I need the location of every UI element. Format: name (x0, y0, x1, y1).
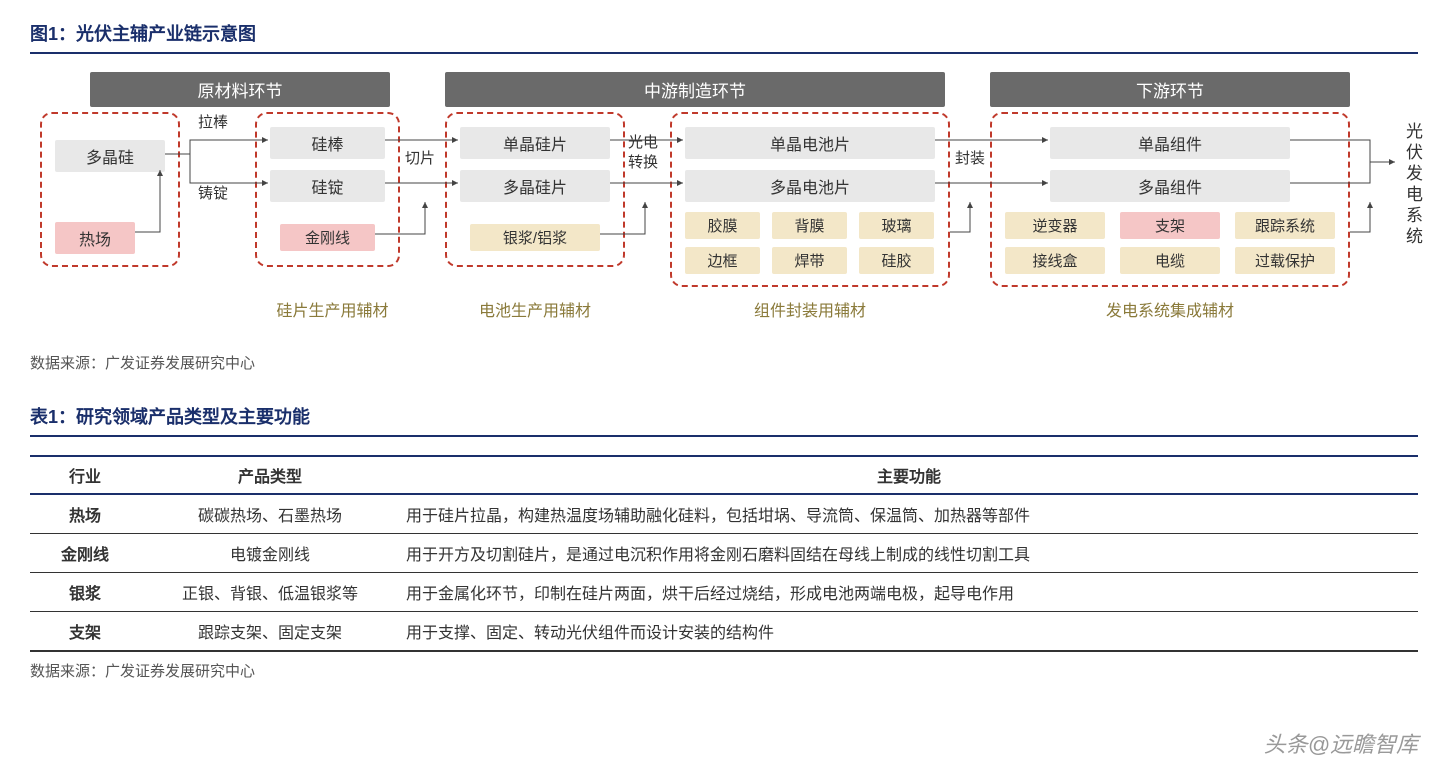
node-danjing-wafer: 单晶硅片 (460, 127, 610, 159)
node-danjing-cell: 单晶电池片 (685, 127, 935, 159)
figure-source: 数据来源：广发证券发展研究中心 (30, 352, 1418, 373)
cell-product: 跟踪支架、固定支架 (140, 612, 400, 652)
label-fengzhuang: 封装 (955, 150, 985, 168)
node-guiding: 硅锭 (270, 170, 385, 202)
watermark: 头条@远瞻智库 (1264, 727, 1418, 759)
th-function: 主要功能 (400, 456, 1418, 494)
aux-handai: 焊带 (772, 247, 847, 274)
source-text: 广发证券发展研究中心 (105, 355, 255, 372)
node-duojing-mod: 多晶组件 (1050, 170, 1290, 202)
aux-jiexianhe: 接线盒 (1005, 247, 1105, 274)
output-text: 光伏发电系统 (1400, 122, 1425, 248)
label-labang: 拉棒 (198, 114, 228, 132)
aux-dianlan: 电缆 (1120, 247, 1220, 274)
aux-jiaomo: 胶膜 (685, 212, 760, 239)
aux-label-2: 电池生产用辅材 (445, 297, 625, 321)
cell-product: 碳碳热场、石墨热场 (140, 494, 400, 534)
table-row: 热场碳碳热场、石墨热场用于硅片拉晶，构建热温度场辅助融化硅料，包括坩埚、导流筒、… (30, 494, 1418, 534)
table-title-text: 研究领域产品类型及主要功能 (76, 407, 310, 427)
aux-nibianqi: 逆变器 (1005, 212, 1105, 239)
label-guangdian: 光电 (628, 134, 658, 152)
table-title: 表1：研究领域产品类型及主要功能 (30, 403, 1418, 437)
aux-boli: 玻璃 (859, 212, 934, 239)
table-row: 金刚线电镀金刚线用于开方及切割硅片，是通过电沉积作用将金刚石磨料固结在母线上制成… (30, 534, 1418, 573)
aux-guijiao: 硅胶 (859, 247, 934, 274)
aux-label-3: 组件封装用辅材 (670, 297, 950, 321)
supply-chain-diagram: 原材料环节 中游制造环节 下游环节 多晶硅 热场 硅棒 硅锭 金刚线 单晶硅片 … (30, 72, 1418, 332)
table-row: 支架跟踪支架、固定支架用于支撑、固定、转动光伏组件而设计安装的结构件 (30, 612, 1418, 652)
cell-industry: 支架 (30, 612, 140, 652)
cell-industry: 金刚线 (30, 534, 140, 573)
aux-guozai: 过载保护 (1235, 247, 1335, 274)
figure-label: 图1： (30, 24, 76, 44)
node-duojing-wafer: 多晶硅片 (460, 170, 610, 202)
cell-function: 用于开方及切割硅片，是通过电沉积作用将金刚石磨料固结在母线上制成的线性切割工具 (400, 534, 1418, 573)
cell-product: 电镀金刚线 (140, 534, 400, 573)
node-danjing-mod: 单晶组件 (1050, 127, 1290, 159)
cell-function: 用于支撑、固定、转动光伏组件而设计安装的结构件 (400, 612, 1418, 652)
aux-beimo: 背膜 (772, 212, 847, 239)
aux-yinjiang: 银浆/铝浆 (470, 224, 600, 251)
label-zhuding: 铸锭 (198, 185, 228, 203)
node-duojing-cell: 多晶电池片 (685, 170, 935, 202)
stage-header-raw: 原材料环节 (90, 72, 390, 107)
aux-biankuang: 边框 (685, 247, 760, 274)
label-qiepian: 切片 (405, 150, 435, 168)
figure-title: 图1：光伏主辅产业链示意图 (30, 20, 1418, 54)
aux-zhijia: 支架 (1120, 212, 1220, 239)
source-label: 数据来源： (30, 355, 105, 372)
th-product: 产品类型 (140, 456, 400, 494)
aux-jingangxian: 金刚线 (280, 224, 375, 251)
table-source-text: 广发证券发展研究中心 (105, 663, 255, 680)
stage-header-mid: 中游制造环节 (445, 72, 945, 107)
node-guibang: 硅棒 (270, 127, 385, 159)
product-function-table: 行业 产品类型 主要功能 热场碳碳热场、石墨热场用于硅片拉晶，构建热温度场辅助融… (30, 455, 1418, 652)
aux-label-4: 发电系统集成辅材 (990, 297, 1350, 321)
table-header-row: 行业 产品类型 主要功能 (30, 456, 1418, 494)
cell-industry: 银浆 (30, 573, 140, 612)
table-source: 数据来源：广发证券发展研究中心 (30, 660, 1418, 681)
node-polysi: 多晶硅 (55, 140, 165, 172)
node-rechang: 热场 (55, 222, 135, 254)
stage-header-down: 下游环节 (990, 72, 1350, 107)
th-industry: 行业 (30, 456, 140, 494)
table-row: 银浆正银、背银、低温银浆等用于金属化环节，印制在硅片两面，烘干后经过烧结，形成电… (30, 573, 1418, 612)
aux-genzong: 跟踪系统 (1235, 212, 1335, 239)
figure-title-text: 光伏主辅产业链示意图 (76, 24, 256, 44)
cell-product: 正银、背银、低温银浆等 (140, 573, 400, 612)
cell-industry: 热场 (30, 494, 140, 534)
cell-function: 用于金属化环节，印制在硅片两面，烘干后经过烧结，形成电池两端电极，起导电作用 (400, 573, 1418, 612)
label-zhuanhuan: 转换 (628, 154, 658, 172)
table-label: 表1： (30, 407, 76, 427)
aux-label-1: 硅片生产用辅材 (260, 297, 405, 321)
cell-function: 用于硅片拉晶，构建热温度场辅助融化硅料，包括坩埚、导流筒、保温筒、加热器等部件 (400, 494, 1418, 534)
table-source-label: 数据来源： (30, 663, 105, 680)
